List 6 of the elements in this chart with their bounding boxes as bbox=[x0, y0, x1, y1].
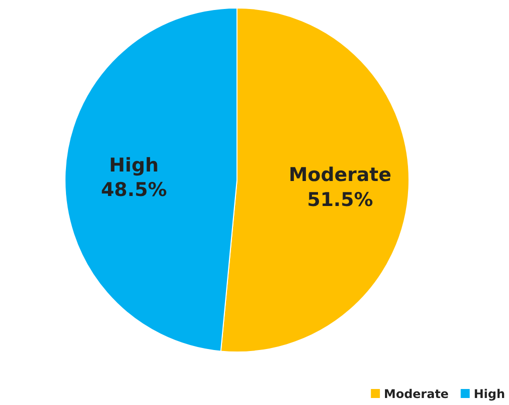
data-label: 48.5% bbox=[100, 179, 167, 202]
data-label: 51.5% bbox=[307, 188, 374, 211]
legend-label: High bbox=[474, 387, 505, 401]
slice-label: Moderate bbox=[288, 164, 392, 186]
legend-label: Moderate bbox=[384, 387, 449, 401]
slice-label: High bbox=[109, 154, 159, 176]
